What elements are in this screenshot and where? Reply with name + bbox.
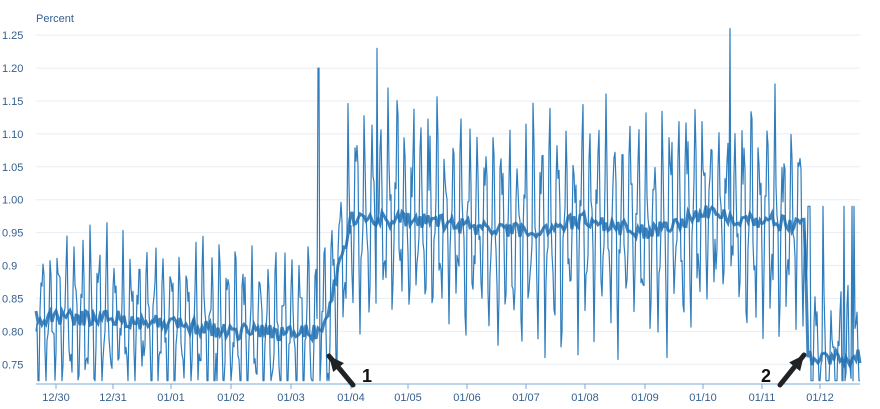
y-tick-label: 0.75 [2, 359, 23, 371]
series-line [35, 28, 860, 382]
x-tick-label: 01/04 [337, 392, 365, 404]
annotation-arrow-head [329, 356, 344, 373]
axis-layer: Percent 1.25 1.20 1.15 1.10 1.05 1.00 0.95 0.9 0… [2, 13, 860, 404]
series-layer [34, 28, 862, 382]
x-tick-label: 01/12 [806, 392, 834, 404]
x-tick-label: 01/02 [217, 392, 245, 404]
series-density-band [34, 205, 862, 370]
y-tick-label: 1.00 [2, 195, 23, 207]
y-tick-label: 1.25 [2, 30, 23, 42]
y-tick-label: 0.95 [2, 228, 23, 240]
x-tick-label: 01/09 [631, 392, 659, 404]
y-tick-label: 0.9 [2, 261, 17, 273]
x-tick-label: 01/03 [277, 392, 305, 404]
y-unit-label: Percent [36, 13, 74, 25]
x-tick-label: 01/07 [512, 392, 540, 404]
y-tick-label: 1.15 [2, 96, 23, 108]
annotation-arrow-head [789, 355, 804, 372]
x-tick-label: 12/30 [42, 392, 70, 404]
y-tick-label: 0.80 [2, 326, 23, 338]
y-tick-label: 1.10 [2, 129, 23, 141]
annotation-label: 1 [362, 366, 372, 386]
x-tick-label: 01/06 [453, 392, 481, 404]
x-tick-label: 01/01 [157, 392, 185, 404]
annotation-label: 2 [761, 366, 771, 386]
x-tick-label: 12/31 [99, 392, 127, 404]
x-tick-label: 01/08 [571, 392, 599, 404]
x-tick-label: 01/05 [394, 392, 422, 404]
y-tick-label: 0.85 [2, 293, 23, 305]
x-tick-label: 01/11 [749, 392, 776, 404]
y-tick-label: 1.20 [2, 63, 23, 75]
x-tick-label: 01/10 [689, 392, 717, 404]
y-tick-label: 1.05 [2, 162, 23, 174]
